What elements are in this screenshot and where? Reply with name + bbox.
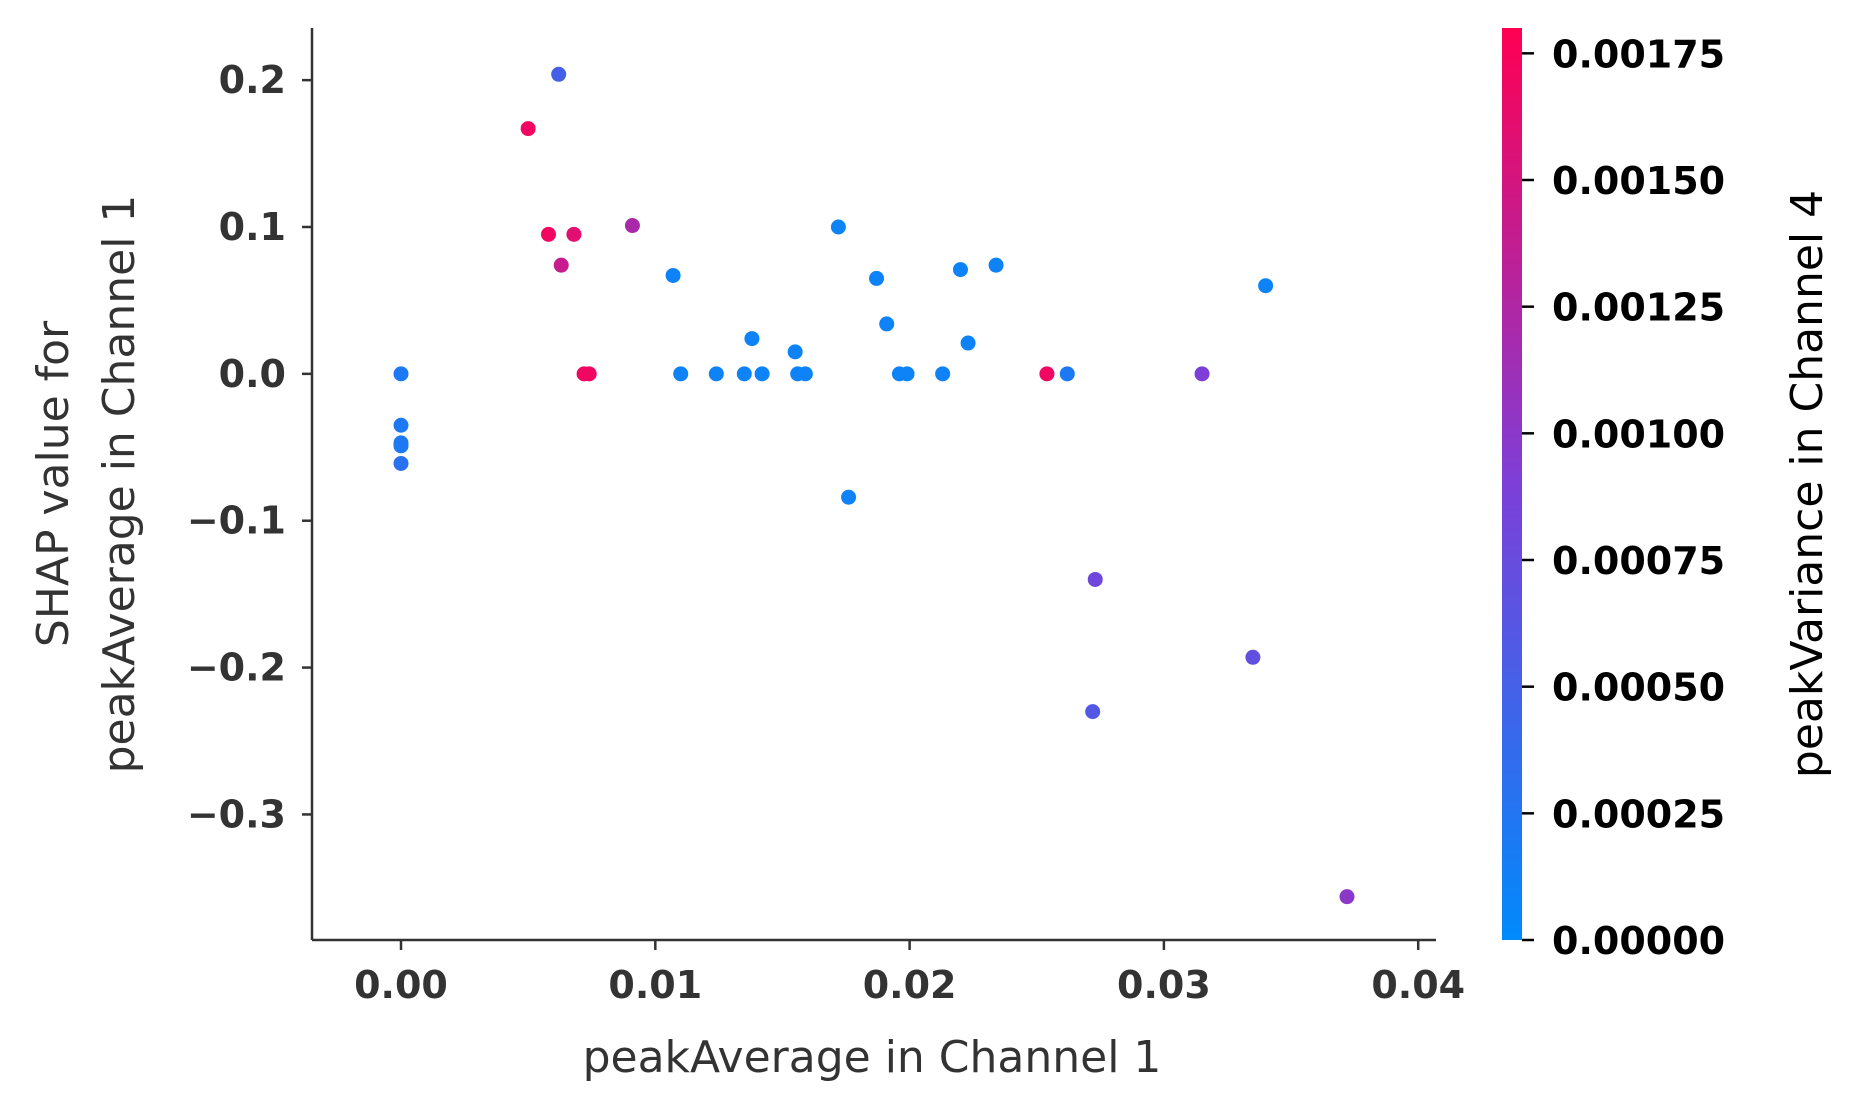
colorbar-tick-label: 0.00100 bbox=[1552, 412, 1725, 456]
x-axis-title: peakAverage in Channel 1 bbox=[583, 1032, 1162, 1083]
y-tick-label: 0.0 bbox=[219, 352, 286, 396]
data-point bbox=[673, 366, 689, 382]
data-point bbox=[566, 226, 582, 242]
data-point bbox=[830, 219, 846, 235]
y-ticks: 0.2 0.1 0.0 −0.1 −0.2 −0.3 bbox=[187, 58, 312, 836]
y-tick-label: 0.2 bbox=[219, 58, 286, 102]
data-point bbox=[841, 489, 857, 505]
colorbar-tick-label: 0.00150 bbox=[1552, 159, 1725, 203]
x-tick-label: 0.00 bbox=[354, 963, 448, 1007]
data-point bbox=[540, 226, 556, 242]
colorbar-tick-label: 0.00125 bbox=[1552, 286, 1725, 330]
data-point bbox=[393, 438, 409, 454]
data-point bbox=[393, 417, 409, 433]
colorbar-title: peakVariance in Channel 4 bbox=[1782, 190, 1833, 778]
data-point bbox=[754, 366, 770, 382]
data-point bbox=[708, 366, 724, 382]
y-axis-title-line-1: SHAP value for bbox=[28, 320, 79, 647]
y-tick-label: 0.1 bbox=[219, 205, 286, 249]
y-tick-label: −0.2 bbox=[187, 646, 286, 690]
y-tick-label: −0.3 bbox=[187, 792, 286, 836]
data-points bbox=[393, 66, 1355, 905]
data-point bbox=[1087, 571, 1103, 587]
data-point bbox=[879, 316, 895, 332]
data-point bbox=[1245, 649, 1261, 665]
y-axis-title-line-2: peakAverage in Channel 1 bbox=[94, 195, 145, 774]
data-point bbox=[988, 257, 1004, 273]
data-point bbox=[1258, 278, 1274, 294]
x-tick-label: 0.01 bbox=[608, 963, 702, 1007]
data-point bbox=[553, 257, 569, 273]
data-point bbox=[736, 366, 752, 382]
colorbar-tick-label: 0.00000 bbox=[1552, 919, 1725, 963]
data-point bbox=[624, 218, 640, 234]
x-tick-label: 0.03 bbox=[1117, 963, 1211, 1007]
axes bbox=[310, 28, 1436, 942]
data-point bbox=[1339, 889, 1355, 905]
data-point bbox=[952, 262, 968, 278]
data-point bbox=[1059, 366, 1075, 382]
x-tick-label: 0.04 bbox=[1371, 963, 1465, 1007]
data-point bbox=[899, 366, 915, 382]
data-point bbox=[797, 366, 813, 382]
colorbar-ticks: 0.00000 0.00025 0.00050 0.00075 0.00100 0.001… bbox=[1522, 32, 1725, 963]
data-point bbox=[581, 366, 597, 382]
data-point bbox=[869, 270, 885, 286]
data-point bbox=[1039, 366, 1055, 382]
data-point bbox=[665, 267, 681, 283]
data-point bbox=[787, 344, 803, 360]
data-point bbox=[393, 366, 409, 382]
colorbar-gradient bbox=[1502, 28, 1522, 940]
colorbar: 0.00000 0.00025 0.00050 0.00075 0.00100 0.001… bbox=[1502, 28, 1833, 963]
data-point bbox=[393, 455, 409, 471]
data-point bbox=[935, 366, 951, 382]
colorbar-tick-label: 0.00050 bbox=[1552, 666, 1725, 710]
colorbar-tick-label: 0.00075 bbox=[1552, 539, 1725, 583]
colorbar-tick-label: 0.00025 bbox=[1552, 792, 1725, 836]
data-point bbox=[744, 331, 760, 347]
colorbar-tick-label: 0.00175 bbox=[1552, 32, 1725, 76]
x-tick-label: 0.02 bbox=[863, 963, 957, 1007]
data-point bbox=[960, 335, 976, 351]
x-ticks: 0.00 0.01 0.02 0.03 0.04 bbox=[354, 940, 1465, 1007]
y-tick-label: −0.1 bbox=[187, 499, 286, 543]
data-point bbox=[520, 121, 536, 137]
data-point bbox=[551, 66, 567, 82]
data-point bbox=[1194, 366, 1210, 382]
data-point bbox=[1085, 704, 1101, 720]
